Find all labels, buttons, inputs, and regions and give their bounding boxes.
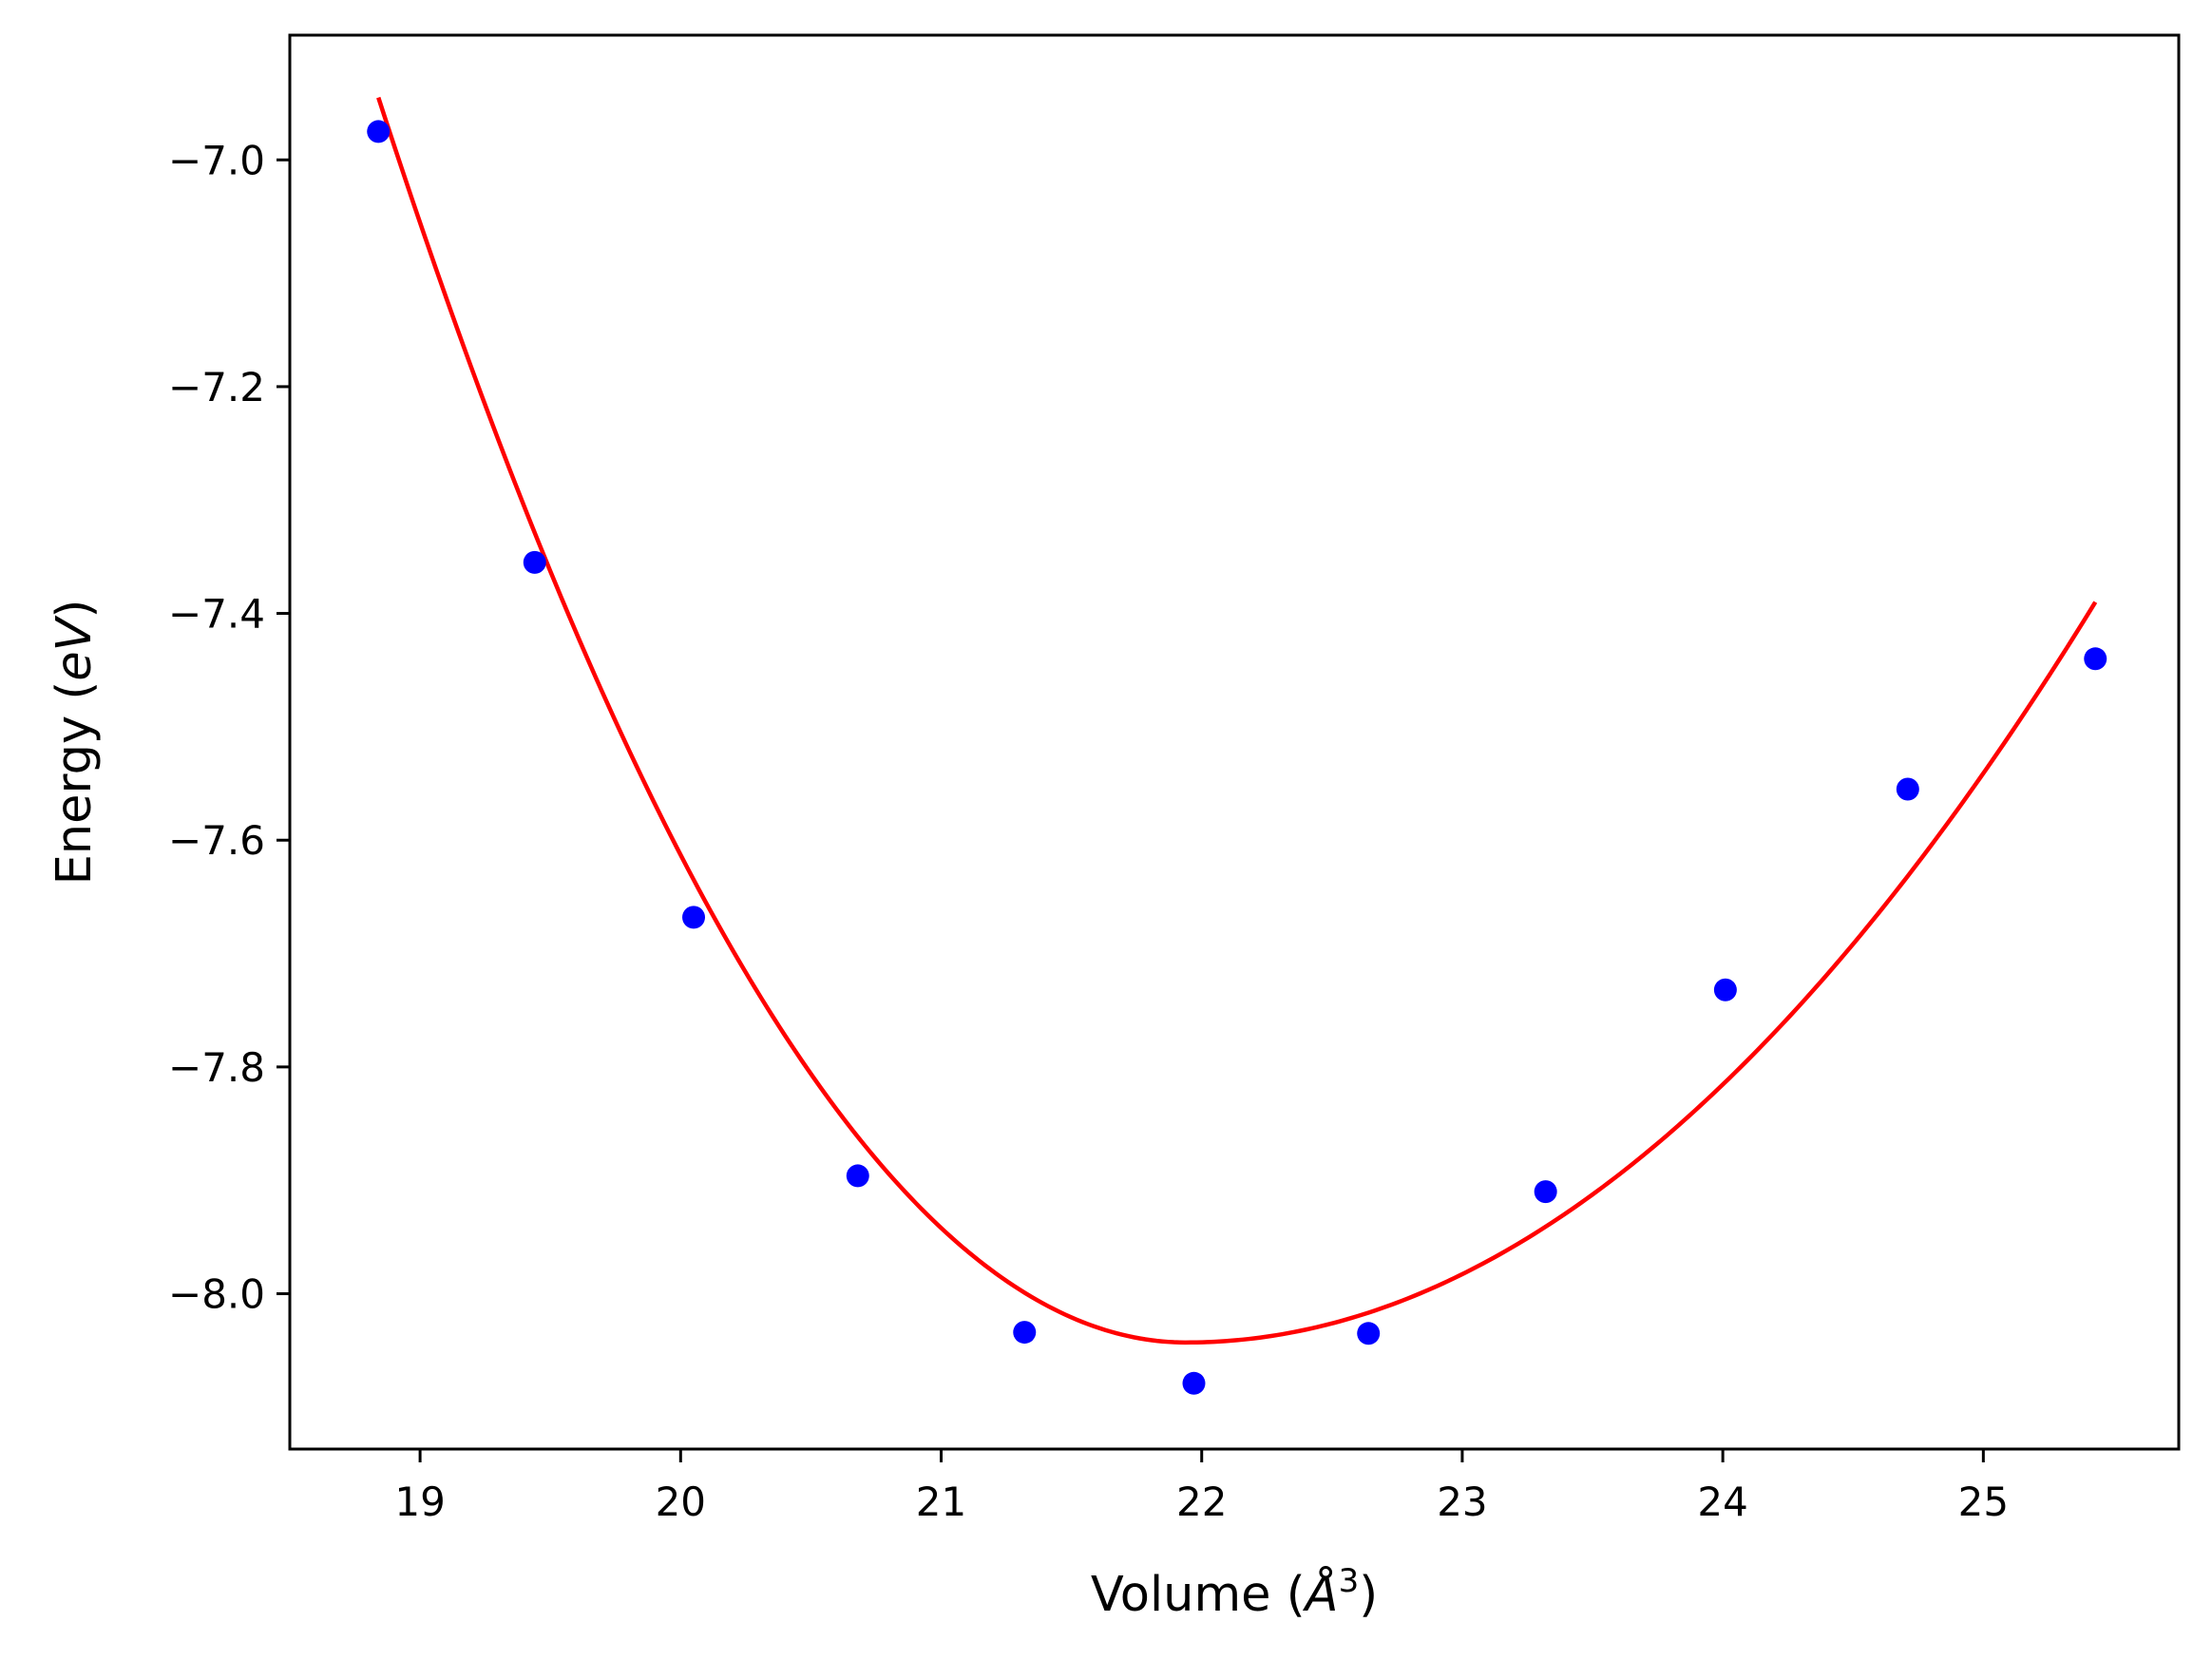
y-tick-label: −7.2 (168, 364, 265, 410)
data-point (523, 550, 546, 574)
points-layer (367, 120, 2107, 1395)
fit-layer (376, 96, 2098, 1345)
y-tick-label: −7.6 (168, 817, 265, 864)
y-tick-label: −7.0 (168, 137, 265, 183)
y-axis-label-prefix: Energy ( (47, 681, 103, 886)
data-point (1713, 978, 1737, 1002)
data-point (367, 120, 391, 143)
data-point (2084, 647, 2107, 671)
x-tick-label: 21 (916, 1479, 966, 1525)
plot-area (367, 96, 2107, 1395)
y-axis-label-suffix: ) (47, 600, 103, 619)
y-axis-label: Energy (eV) (47, 600, 103, 886)
data-point (1357, 1322, 1381, 1345)
data-point (846, 1164, 869, 1188)
x-axis-label-superscript: 3 (1339, 1562, 1360, 1600)
x-tick-label: 23 (1437, 1479, 1487, 1525)
y-tick-label: −8.0 (168, 1271, 265, 1318)
plot-frame (288, 33, 2181, 1451)
y-tick-label: −7.8 (168, 1044, 265, 1091)
data-point (1534, 1180, 1557, 1204)
y-axis-label-unit: eV (47, 615, 103, 680)
x-tick-label: 25 (1958, 1479, 2009, 1525)
data-point (1182, 1371, 1206, 1395)
x-tick-label: 22 (1176, 1479, 1227, 1525)
x-tick-label: 20 (656, 1479, 706, 1525)
x-axis-label-symbol: Å (1303, 1564, 1339, 1623)
x-axis-label: Volume (Å3) (1091, 1562, 1378, 1623)
x-tick-label: 24 (1697, 1479, 1747, 1525)
y-axis-ticks: −7.0 −7.2 −7.4 −7.6 −7.8 −8.0 (168, 137, 290, 1318)
data-point (1896, 777, 1919, 801)
x-tick-label: 19 (394, 1479, 445, 1525)
y-tick-label: −7.4 (168, 591, 265, 638)
data-point (682, 906, 706, 929)
fit-curve (376, 96, 2098, 1345)
data-point (1013, 1321, 1037, 1345)
x-axis-label-prefix: Volume ( (1091, 1567, 1306, 1623)
x-axis-label-suffix: ) (1359, 1567, 1378, 1623)
x-axis-ticks: 19 20 21 22 23 24 25 (394, 1449, 2009, 1525)
